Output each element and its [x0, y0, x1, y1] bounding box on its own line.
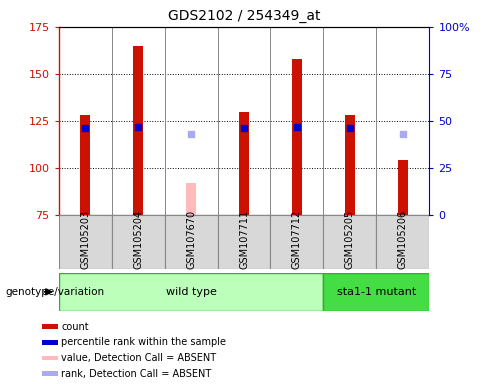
Text: GSM107711: GSM107711 [239, 210, 249, 269]
Text: count: count [61, 322, 89, 332]
Bar [292, 59, 302, 215]
Bar [81, 115, 90, 215]
Title: GDS2102 / 254349_at: GDS2102 / 254349_at [168, 9, 320, 23]
Bar [42, 340, 59, 344]
Bar [42, 324, 59, 329]
Text: GSM105204: GSM105204 [133, 210, 143, 269]
Bar [270, 215, 324, 269]
Bar [218, 215, 270, 269]
Bar [42, 356, 59, 360]
Bar [133, 46, 143, 215]
Text: GSM105205: GSM105205 [345, 210, 355, 269]
Bar [59, 215, 112, 269]
Bar [345, 115, 355, 215]
Text: GSM105203: GSM105203 [80, 210, 90, 269]
Bar [376, 215, 429, 269]
Bar [324, 215, 376, 269]
Text: GSM107670: GSM107670 [186, 210, 196, 269]
Text: GSM107712: GSM107712 [292, 210, 302, 269]
Text: rank, Detection Call = ABSENT: rank, Detection Call = ABSENT [61, 369, 212, 379]
Bar [42, 371, 59, 376]
Text: genotype/variation: genotype/variation [5, 287, 104, 297]
Text: value, Detection Call = ABSENT: value, Detection Call = ABSENT [61, 353, 217, 363]
Bar [324, 273, 429, 311]
Bar [239, 112, 249, 215]
Bar [398, 161, 407, 215]
Text: sta1-1 mutant: sta1-1 mutant [337, 287, 416, 297]
Bar [186, 183, 196, 215]
Text: GSM105206: GSM105206 [398, 210, 408, 269]
Bar [164, 215, 218, 269]
Bar [112, 215, 164, 269]
Text: percentile rank within the sample: percentile rank within the sample [61, 337, 226, 347]
Bar [59, 273, 324, 311]
Text: wild type: wild type [165, 287, 217, 297]
